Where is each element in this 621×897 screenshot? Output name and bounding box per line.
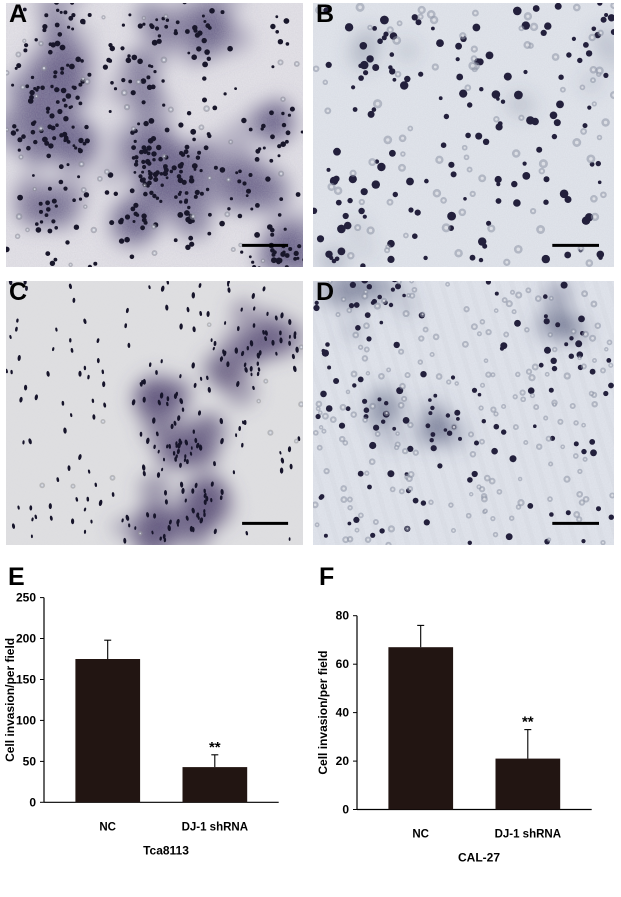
svg-text:80: 80 <box>336 609 350 623</box>
svg-text:NC: NC <box>412 829 429 841</box>
svg-text:20: 20 <box>336 754 350 768</box>
svg-text:100: 100 <box>16 713 36 727</box>
svg-text:200: 200 <box>16 632 36 646</box>
svg-text:0: 0 <box>342 803 349 817</box>
svg-text:DJ-1 shRNA: DJ-1 shRNA <box>182 821 248 833</box>
svg-text:Tca8113: Tca8113 <box>143 843 189 857</box>
svg-text:60: 60 <box>336 657 350 671</box>
svg-text:Cell invasion/per field: Cell invasion/per field <box>316 651 330 775</box>
svg-text:NC: NC <box>99 821 116 833</box>
svg-text:**: ** <box>209 739 221 756</box>
svg-text:CAL-27: CAL-27 <box>458 851 500 865</box>
svg-text:250: 250 <box>16 592 36 605</box>
svg-text:DJ-1 shRNA: DJ-1 shRNA <box>495 829 561 841</box>
svg-text:50: 50 <box>23 754 37 768</box>
svg-text:150: 150 <box>16 673 36 687</box>
svg-text:0: 0 <box>29 795 36 809</box>
svg-text:**: ** <box>522 714 534 731</box>
svg-text:40: 40 <box>336 706 350 720</box>
svg-text:Cell invasion/per field: Cell invasion/per field <box>3 638 17 762</box>
